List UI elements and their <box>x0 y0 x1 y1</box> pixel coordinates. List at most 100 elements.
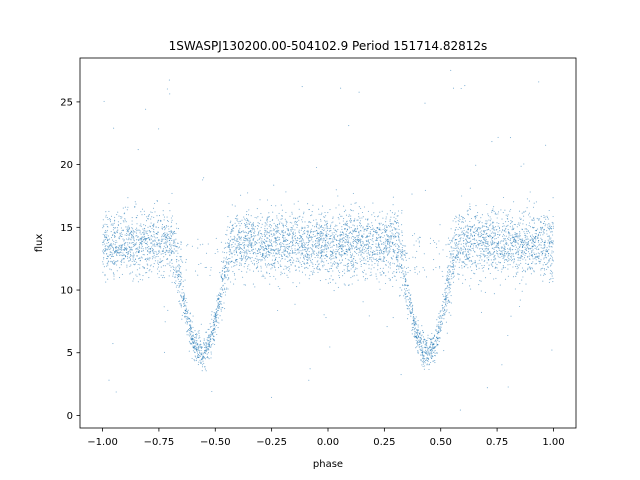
data-point <box>488 256 490 258</box>
data-point <box>337 229 339 231</box>
data-point <box>478 239 480 242</box>
data-point <box>543 247 545 249</box>
data-point <box>544 254 546 256</box>
data-point <box>200 352 202 354</box>
data-point <box>157 239 160 241</box>
data-point <box>392 223 394 225</box>
data-point <box>128 235 130 237</box>
data-point <box>181 276 183 278</box>
data-point <box>177 265 179 267</box>
data-point <box>124 248 126 250</box>
data-point <box>386 326 388 328</box>
data-point <box>352 230 354 232</box>
data-point <box>238 248 240 250</box>
data-point <box>227 238 230 240</box>
data-point <box>248 242 250 244</box>
data-point <box>415 321 417 323</box>
data-point <box>132 252 134 254</box>
data-point <box>521 241 523 243</box>
data-point <box>214 318 216 320</box>
data-point <box>107 260 109 262</box>
data-point <box>119 238 121 240</box>
data-point <box>146 241 148 243</box>
data-point <box>422 363 424 365</box>
data-point <box>301 86 303 88</box>
data-point <box>492 240 494 242</box>
data-point <box>427 347 429 350</box>
data-point <box>326 233 328 235</box>
data-point <box>486 220 488 222</box>
data-point <box>203 177 205 179</box>
data-point <box>335 282 337 284</box>
data-point <box>540 247 542 249</box>
data-point <box>382 253 384 255</box>
data-point <box>114 242 116 244</box>
data-point <box>261 275 263 277</box>
data-point <box>218 294 220 297</box>
data-point <box>156 245 158 247</box>
data-point <box>444 312 446 314</box>
data-point <box>541 227 544 229</box>
data-point <box>452 220 454 222</box>
data-point <box>211 390 213 393</box>
data-point <box>504 245 506 247</box>
data-point <box>497 252 499 255</box>
data-point <box>522 276 524 278</box>
data-point <box>244 240 246 242</box>
data-point <box>350 237 352 239</box>
data-point <box>283 232 285 234</box>
data-point <box>121 230 123 232</box>
data-point <box>531 219 533 221</box>
data-point <box>257 225 259 227</box>
data-point <box>459 249 461 251</box>
data-point <box>318 245 320 247</box>
data-point <box>368 232 370 234</box>
data-point <box>485 242 487 244</box>
data-point <box>228 270 230 272</box>
data-point <box>393 220 396 222</box>
data-point <box>382 217 384 219</box>
data-point <box>493 255 495 257</box>
data-point <box>261 235 263 238</box>
data-point <box>262 254 264 256</box>
data-point <box>132 280 134 282</box>
data-point <box>303 258 305 260</box>
data-point <box>332 221 334 223</box>
data-point <box>227 288 229 290</box>
data-point <box>535 233 538 235</box>
data-point <box>466 257 468 259</box>
data-point <box>395 236 397 238</box>
data-point <box>102 241 105 243</box>
data-point <box>120 247 122 249</box>
data-point <box>180 243 182 245</box>
data-point <box>149 252 151 254</box>
data-point <box>346 224 348 226</box>
data-point <box>485 238 487 241</box>
data-point <box>552 215 554 218</box>
data-point <box>452 87 455 89</box>
data-point <box>315 166 318 169</box>
data-point <box>288 260 290 262</box>
data-point <box>165 242 167 244</box>
data-point <box>118 215 120 217</box>
data-point <box>501 247 503 249</box>
data-point <box>221 280 223 282</box>
data-point <box>128 251 130 253</box>
data-point <box>404 292 406 294</box>
data-point <box>417 350 419 352</box>
data-point <box>415 339 417 341</box>
data-point <box>311 236 314 238</box>
data-point <box>103 266 105 268</box>
data-point <box>455 234 457 236</box>
data-point <box>178 286 180 289</box>
data-point <box>469 266 472 268</box>
data-point <box>124 242 126 244</box>
data-point <box>514 236 516 238</box>
data-point <box>125 226 127 228</box>
data-point <box>177 291 179 293</box>
data-point <box>430 351 432 353</box>
data-point <box>122 220 124 222</box>
data-point <box>473 216 476 218</box>
data-point <box>342 224 345 226</box>
data-point <box>153 254 155 256</box>
